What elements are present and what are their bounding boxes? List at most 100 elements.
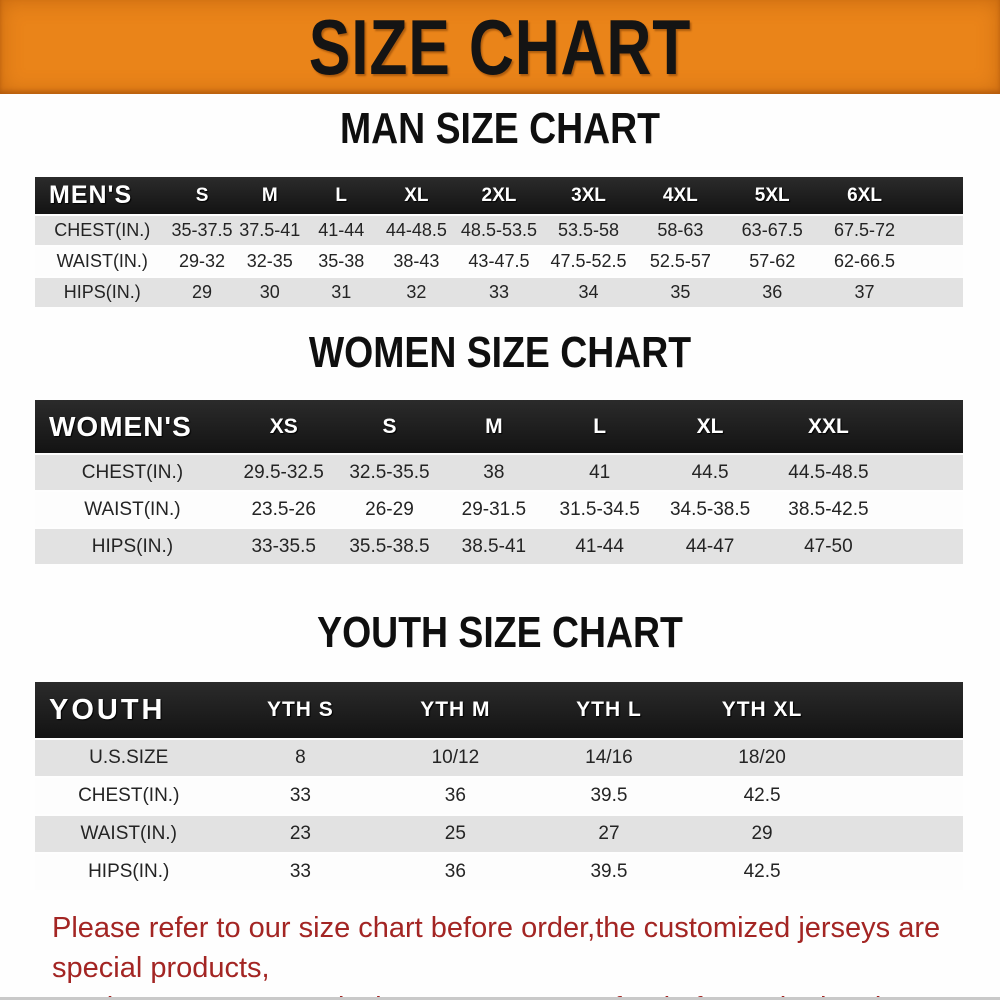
size-col-header: M [441,400,547,453]
cell: 47.5-52.5 [542,247,635,276]
size-col-header: XS [229,400,338,453]
spacer-cell [889,400,963,453]
cell: 44.5 [653,455,768,490]
cell: 44-48.5 [377,216,456,245]
row-label: WAIST(IN.) [35,492,230,527]
size-col-header: XXL [767,400,890,453]
cell: 34.5-38.5 [653,492,768,527]
size-col-header: YTH L [532,682,686,738]
spacer-cell [910,278,963,307]
size-col-header: 5XL [726,177,819,214]
spacer-cell [889,529,963,564]
size-col-header: YTH XL [685,682,839,738]
footer-note: Please refer to our size chart before or… [52,908,970,1000]
size-col-header: XL [377,177,456,214]
cell: 29 [169,278,235,307]
banner: SIZE CHART [0,0,1000,94]
cell: 31 [305,278,378,307]
size-col-header: L [305,177,378,214]
cell: 67.5-72 [818,216,911,245]
cell: 32-35 [234,247,306,276]
cell: 14/16 [532,740,686,776]
cell: 42.5 [685,778,839,814]
cell: 44.5-48.5 [767,455,890,490]
spacer-cell [838,778,963,814]
man-section-title: MAN SIZE CHART [340,104,660,153]
size-col-header: 3XL [542,177,635,214]
size-col-header: 6XL [818,177,911,214]
cell: 41-44 [305,216,378,245]
cell: 48.5-53.5 [455,216,543,245]
spacer-cell [838,740,963,776]
size-col-header: XL [653,400,768,453]
row-label: CHEST(IN.) [35,216,170,245]
spacer-cell [910,216,963,245]
size-col-header: 2XL [455,177,543,214]
youth-waist-row: WAIST(IN.) 23 25 27 29 [35,816,963,852]
bottom-edge-line [0,997,1000,1000]
cell: 37.5-41 [234,216,306,245]
cell: 8 [222,740,379,776]
size-col-header: S [337,400,442,453]
cell: 41-44 [546,529,654,564]
men-header-label: MEN'S [35,177,170,214]
women-chest-row: CHEST(IN.) 29.5-32.5 32.5-35.5 38 41 44.… [35,455,963,490]
footer-line-1: Please refer to our size chart before or… [52,912,941,984]
youth-header-row: YOUTH YTH S YTH M YTH L YTH XL [35,682,963,738]
cell: 29-31.5 [441,492,547,527]
row-label: CHEST(IN.) [35,455,230,490]
cell: 23 [222,816,379,852]
cell: 37 [818,278,911,307]
cell: 33 [455,278,543,307]
cell: 32.5-35.5 [337,455,442,490]
row-label: HIPS(IN.) [35,529,230,564]
women-header-label: WOMEN'S [35,400,230,453]
cell: 39.5 [532,778,686,814]
row-label: HIPS(IN.) [35,854,223,890]
spacer-cell [838,854,963,890]
cell: 18/20 [685,740,839,776]
cell: 38.5-42.5 [767,492,890,527]
women-hips-row: HIPS(IN.) 33-35.5 35.5-38.5 38.5-41 41-4… [35,529,963,564]
size-col-header: 4XL [634,177,727,214]
size-col-header: YTH S [222,682,379,738]
cell: 42.5 [685,854,839,890]
cell: 52.5-57 [634,247,727,276]
men-hips-row: HIPS(IN.) 29 30 31 32 33 34 35 36 37 [35,278,963,307]
women-section-title: WOMEN SIZE CHART [308,328,692,377]
cell: 39.5 [532,854,686,890]
cell: 47-50 [767,529,890,564]
size-col-header: L [546,400,654,453]
youth-chest-row: CHEST(IN.) 33 36 39.5 42.5 [35,778,963,814]
cell: 33 [222,854,379,890]
cell: 53.5-58 [542,216,635,245]
spacer-cell [838,816,963,852]
women-header-row: WOMEN'S XS S M L XL XXL [35,400,963,453]
size-col-header: S [169,177,235,214]
cell: 35.5-38.5 [337,529,442,564]
cell: 27 [532,816,686,852]
row-label: WAIST(IN.) [35,247,170,276]
cell: 58-63 [634,216,727,245]
spacer-cell [889,455,963,490]
cell: 62-66.5 [818,247,911,276]
spacer-cell [910,247,963,276]
cell: 29 [685,816,839,852]
footer-line-2: we don't accept cancel, change, teturn o… [52,992,939,1000]
youth-hips-row: HIPS(IN.) 33 36 39.5 42.5 [35,854,963,890]
cell: 41 [546,455,654,490]
cell: 63-67.5 [726,216,819,245]
men-size-table: MEN'S S M L XL 2XL 3XL 4XL 5XL 6XL CHEST… [35,175,963,309]
cell: 36 [726,278,819,307]
cell: 29.5-32.5 [229,455,338,490]
cell: 38.5-41 [441,529,547,564]
youth-ussize-row: U.S.SIZE 8 10/12 14/16 18/20 [35,740,963,776]
cell: 38 [441,455,547,490]
men-chest-row: CHEST(IN.) 35-37.5 37.5-41 41-44 44-48.5… [35,216,963,245]
cell: 44-47 [653,529,768,564]
row-label: WAIST(IN.) [35,816,223,852]
cell: 35-38 [305,247,378,276]
women-size-table: WOMEN'S XS S M L XL XXL CHEST(IN.) 29.5-… [35,398,963,566]
cell: 36 [378,854,533,890]
